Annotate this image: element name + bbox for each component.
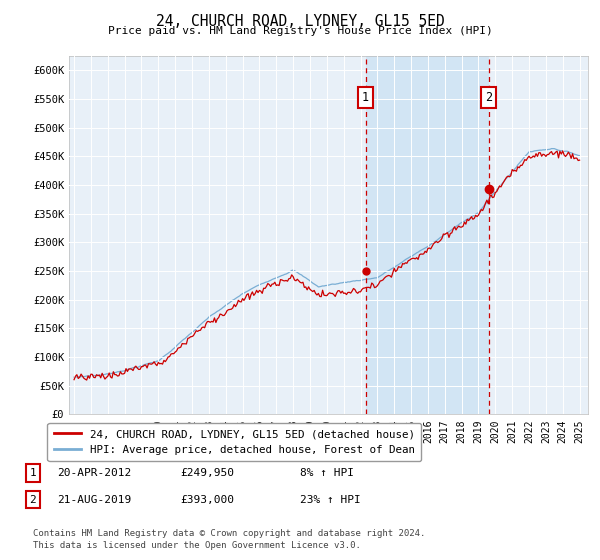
Text: Price paid vs. HM Land Registry's House Price Index (HPI): Price paid vs. HM Land Registry's House …: [107, 26, 493, 36]
Text: Contains HM Land Registry data © Crown copyright and database right 2024.
This d: Contains HM Land Registry data © Crown c…: [33, 529, 425, 550]
Text: 20-APR-2012: 20-APR-2012: [57, 468, 131, 478]
Text: £249,950: £249,950: [180, 468, 234, 478]
Text: 2: 2: [485, 91, 492, 104]
Text: 23% ↑ HPI: 23% ↑ HPI: [300, 494, 361, 505]
Legend: 24, CHURCH ROAD, LYDNEY, GL15 5ED (detached house), HPI: Average price, detached: 24, CHURCH ROAD, LYDNEY, GL15 5ED (detac…: [47, 423, 421, 461]
Text: 1: 1: [362, 91, 369, 104]
Text: 1: 1: [29, 468, 37, 478]
Bar: [365, 56, 488, 414]
Text: 8% ↑ HPI: 8% ↑ HPI: [300, 468, 354, 478]
Text: £393,000: £393,000: [180, 494, 234, 505]
Text: 2: 2: [29, 494, 37, 505]
Text: 24, CHURCH ROAD, LYDNEY, GL15 5ED: 24, CHURCH ROAD, LYDNEY, GL15 5ED: [155, 14, 445, 29]
Text: 21-AUG-2019: 21-AUG-2019: [57, 494, 131, 505]
